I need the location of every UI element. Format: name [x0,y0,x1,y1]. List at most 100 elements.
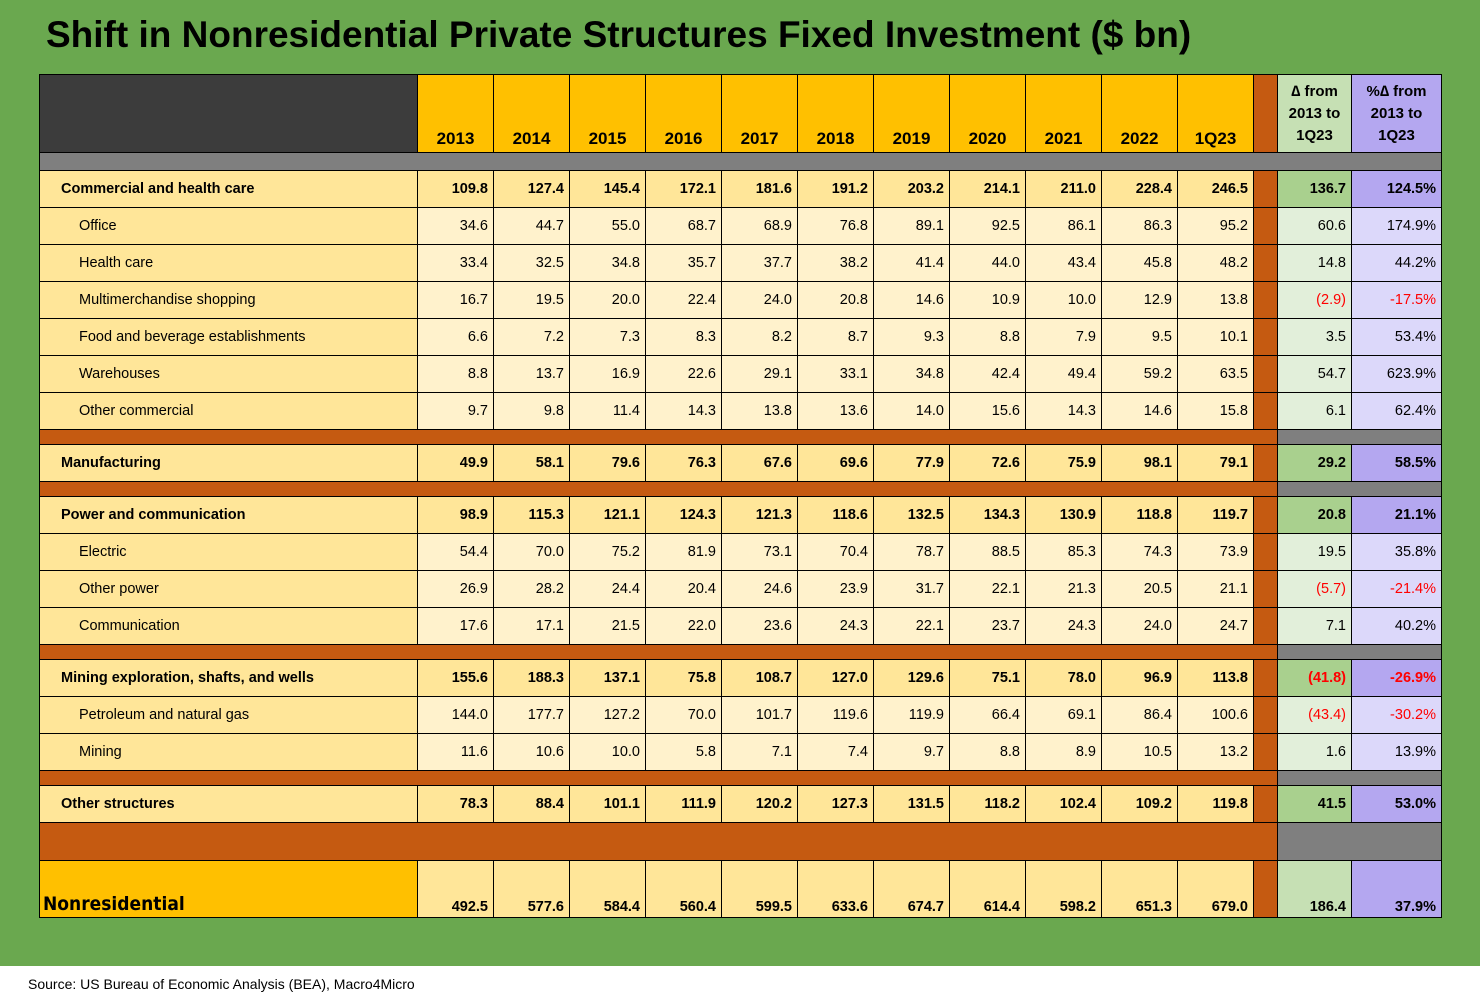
value-cell: 13.8 [1177,281,1254,319]
value-cell: 20.0 [569,281,646,319]
total-value-cell: 651.3 [1101,860,1178,918]
value-cell: 69.6 [797,444,874,482]
page-title: Shift in Nonresidential Private Structur… [46,14,1192,55]
value-cell: 74.3 [1101,533,1178,571]
value-cell: 70.0 [493,533,570,571]
row-label: Food and beverage establishments [39,318,418,356]
pct-change-cell: -30.2% [1351,696,1442,734]
row-label: Petroleum and natural gas [39,696,418,734]
value-cell: 109.2 [1101,785,1178,823]
value-cell: 44.0 [949,244,1026,282]
value-cell: 79.1 [1177,444,1254,482]
separator-cell [39,644,1278,660]
value-cell: 49.4 [1025,355,1102,393]
value-cell: 75.2 [569,533,646,571]
total-pct-change-cell: 37.9% [1351,860,1442,918]
value-cell: 109.8 [417,170,494,208]
value-cell: 81.9 [645,533,722,571]
value-cell: 20.8 [797,281,874,319]
pct-change-cell: 124.5% [1351,170,1442,208]
value-cell: 43.4 [1025,244,1102,282]
change-cell: 14.8 [1277,244,1352,282]
value-cell: 8.8 [949,318,1026,356]
value-cell: 10.9 [949,281,1026,319]
value-cell: 7.3 [569,318,646,356]
change-cell: 6.1 [1277,392,1352,430]
row-spacer [1253,392,1278,430]
value-cell: 130.9 [1025,496,1102,534]
value-cell: 101.7 [721,696,798,734]
separator-cell [39,481,1278,497]
separator-cell [39,152,1442,171]
category-row: Other structures 78.3 88.4 101.1 111.9 120.2 1… [39,785,1442,823]
subcategory-row: Petroleum and natural gas 144.0 177.7 127.2… [39,696,1442,734]
category-row: Power and communication 98.9 115.3 121.1 124… [39,496,1442,534]
separator-cell [1277,770,1442,786]
value-cell: 10.5 [1101,733,1178,771]
value-cell: 23.6 [721,607,798,645]
value-cell: 75.1 [949,659,1026,697]
total-value-cell: 598.2 [1025,860,1102,918]
value-cell: 22.6 [645,355,722,393]
value-cell: 10.0 [569,733,646,771]
row-label: Health care [39,244,418,282]
subcategory-row: Food and beverage establishments 6.6 7.2 7.… [39,318,1442,356]
footer: Source: US Bureau of Economic Analysis (… [0,966,1480,1000]
value-cell: 8.9 [1025,733,1102,771]
value-cell: 16.7 [417,281,494,319]
value-cell: 214.1 [949,170,1026,208]
value-cell: 21.5 [569,607,646,645]
value-cell: 118.6 [797,496,874,534]
value-cell: 7.4 [797,733,874,771]
value-cell: 8.8 [949,733,1026,771]
value-cell: 119.6 [797,696,874,734]
value-cell: 13.7 [493,355,570,393]
value-cell: 22.4 [645,281,722,319]
value-cell: 14.3 [645,392,722,430]
row-spacer [1253,696,1278,734]
value-cell: 86.1 [1025,207,1102,245]
total-value-cell: 674.7 [873,860,950,918]
year-header: 2017 [721,74,798,153]
row-label: Manufacturing [39,444,418,482]
subcategory-row: Communication 17.6 17.1 21.5 22.0 23.6 24.3 22.… [39,607,1442,645]
row-spacer [1253,570,1278,608]
pct-change-cell: 35.8% [1351,533,1442,571]
value-cell: 70.4 [797,533,874,571]
source-note: Source: US Bureau of Economic Analysis (… [28,976,415,992]
year-header: 2015 [569,74,646,153]
value-cell: 14.6 [873,281,950,319]
value-cell: 24.0 [1101,607,1178,645]
total-value-cell: 633.6 [797,860,874,918]
row-label: Other structures [39,785,418,823]
change-header: ∆ from 2013 to 1Q23 [1277,74,1352,153]
value-cell: 24.6 [721,570,798,608]
row-label: Other commercial [39,392,418,430]
value-cell: 15.6 [949,392,1026,430]
value-cell: 113.8 [1177,659,1254,697]
value-cell: 127.3 [797,785,874,823]
value-cell: 66.4 [949,696,1026,734]
year-header: 1Q23 [1177,74,1254,153]
value-cell: 118.8 [1101,496,1178,534]
value-cell: 7.1 [721,733,798,771]
value-cell: 31.7 [873,570,950,608]
value-cell: 85.3 [1025,533,1102,571]
value-cell: 48.2 [1177,244,1254,282]
value-cell: 41.4 [873,244,950,282]
value-cell: 9.8 [493,392,570,430]
investment-table: 2013 2014 2015 2016 2017 2018 2019 2020 2021 2022… [39,74,1442,918]
value-cell: 24.7 [1177,607,1254,645]
change-cell: 19.5 [1277,533,1352,571]
value-cell: 14.0 [873,392,950,430]
value-cell: 59.2 [1101,355,1178,393]
value-cell: 108.7 [721,659,798,697]
value-cell: 20.4 [645,570,722,608]
subcategory-row: Warehouses 8.8 13.7 16.9 22.6 29.1 33.1 34.8 42.… [39,355,1442,393]
value-cell: 119.8 [1177,785,1254,823]
value-cell: 127.4 [493,170,570,208]
row-label: Electric [39,533,418,571]
row-spacer [1253,659,1278,697]
value-cell: 45.8 [1101,244,1178,282]
pct-change-cell: 58.5% [1351,444,1442,482]
